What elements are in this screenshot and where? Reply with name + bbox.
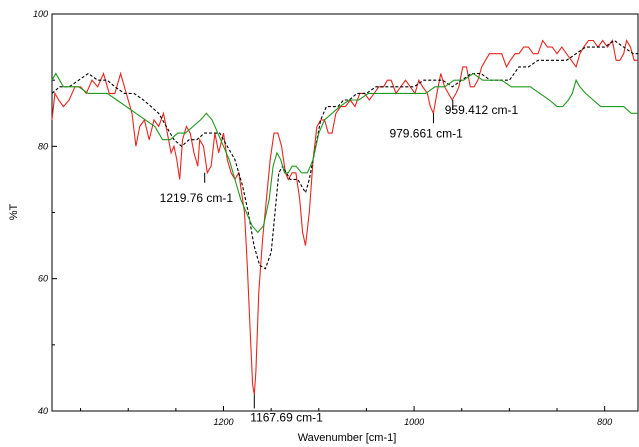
y-axis-ticks: 40 60 80 100 [33,9,57,416]
y-axis-label: %T [8,203,20,220]
annotations-layer: 1219.76 cm-1 1167.69 cm-1 979.661 cm-1 959.… [160,100,519,424]
peak-annotation: 959.412 cm-1 [445,103,519,117]
peak-annotation: 1167.69 cm-1 [250,410,323,424]
y-tick-label: 40 [38,406,48,416]
series-dashed-line [51,39,638,270]
series-layer [51,38,638,395]
y-tick-label: 80 [38,141,48,151]
peak-annotation: 979.661 cm-1 [389,126,463,140]
series-red-line [51,38,638,395]
plot-frame [51,13,639,412]
x-axis-label: Wavenumber [cm-1] [298,432,397,444]
x-axis-ticks: 1200 1000 800 [80,406,612,427]
y-tick-label: 60 [38,274,48,284]
x-tick-label: 1000 [404,417,424,427]
x-tick-label: 800 [597,417,612,427]
x-tick-label: 1200 [213,417,233,427]
series-green-line [51,72,638,234]
y-tick-label: 100 [33,9,48,19]
peak-annotation: 1219.76 cm-1 [160,191,234,205]
